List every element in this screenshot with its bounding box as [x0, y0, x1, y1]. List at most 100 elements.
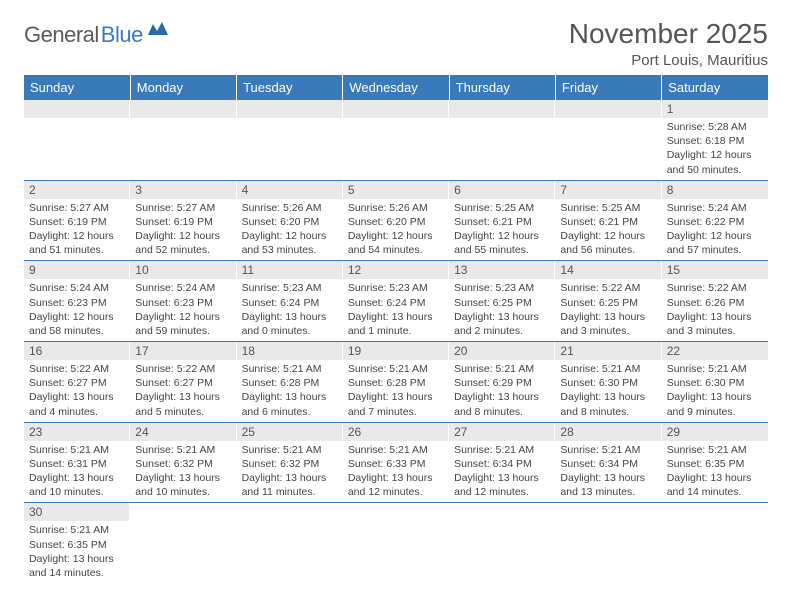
daynum-empty — [343, 100, 449, 118]
day-body: Sunrise: 5:25 AMSunset: 6:21 PMDaylight:… — [555, 199, 661, 261]
day-body: Sunrise: 5:25 AMSunset: 6:21 PMDaylight:… — [449, 199, 555, 261]
page-subtitle: Port Louis, Mauritius — [569, 52, 768, 69]
calendar-cell: 14Sunrise: 5:22 AMSunset: 6:25 PMDayligh… — [555, 261, 661, 342]
day-body: Sunrise: 5:22 AMSunset: 6:25 PMDaylight:… — [555, 279, 661, 341]
calendar-cell: 25Sunrise: 5:21 AMSunset: 6:32 PMDayligh… — [237, 422, 343, 503]
daynum-empty — [237, 100, 343, 118]
daynum-empty — [130, 100, 236, 118]
day-number: 20 — [449, 342, 555, 360]
sunrise-text: Sunrise: 5:21 AM — [29, 443, 125, 457]
sunrise-text: Sunrise: 5:22 AM — [560, 281, 656, 295]
sunrise-text: Sunrise: 5:21 AM — [242, 362, 338, 376]
calendar-cell: 11Sunrise: 5:23 AMSunset: 6:24 PMDayligh… — [237, 261, 343, 342]
day-number: 22 — [662, 342, 768, 360]
day-body: Sunrise: 5:23 AMSunset: 6:25 PMDaylight:… — [449, 279, 555, 341]
day-body: Sunrise: 5:21 AMSunset: 6:34 PMDaylight:… — [449, 441, 555, 503]
day-number: 11 — [237, 261, 343, 279]
calendar-cell: 10Sunrise: 5:24 AMSunset: 6:23 PMDayligh… — [130, 261, 236, 342]
daylight-text: Daylight: 13 hours and 9 minutes. — [667, 390, 763, 418]
sunset-text: Sunset: 6:23 PM — [29, 296, 125, 310]
day-body: Sunrise: 5:22 AMSunset: 6:27 PMDaylight:… — [130, 360, 236, 422]
weekday-header: Monday — [130, 75, 236, 100]
sunrise-text: Sunrise: 5:25 AM — [454, 201, 550, 215]
calendar-cell: 7Sunrise: 5:25 AMSunset: 6:21 PMDaylight… — [555, 180, 661, 261]
calendar-cell — [449, 100, 555, 180]
sunrise-text: Sunrise: 5:21 AM — [667, 362, 763, 376]
sunrise-text: Sunrise: 5:21 AM — [135, 443, 231, 457]
day-body: Sunrise: 5:21 AMSunset: 6:35 PMDaylight:… — [662, 441, 768, 503]
calendar-row: 16Sunrise: 5:22 AMSunset: 6:27 PMDayligh… — [24, 342, 768, 423]
calendar-cell: 29Sunrise: 5:21 AMSunset: 6:35 PMDayligh… — [662, 422, 768, 503]
calendar-cell — [555, 100, 661, 180]
calendar-cell — [343, 100, 449, 180]
calendar-cell: 17Sunrise: 5:22 AMSunset: 6:27 PMDayligh… — [130, 342, 236, 423]
day-number: 30 — [24, 503, 130, 521]
sunset-text: Sunset: 6:25 PM — [454, 296, 550, 310]
day-number: 8 — [662, 181, 768, 199]
daylight-text: Daylight: 13 hours and 7 minutes. — [348, 390, 444, 418]
calendar-cell: 22 Sunrise: 5:21 AMSunset: 6:30 PMDayligh… — [662, 342, 768, 423]
sunset-text: Sunset: 6:21 PM — [560, 215, 656, 229]
calendar-cell: 2Sunrise: 5:27 AMSunset: 6:19 PMDaylight… — [24, 180, 130, 261]
daylight-text: Daylight: 12 hours and 58 minutes. — [29, 310, 125, 338]
day-body: Sunrise: 5:27 AMSunset: 6:19 PMDaylight:… — [130, 199, 236, 261]
calendar-cell — [343, 503, 449, 583]
calendar-cell: 3Sunrise: 5:27 AMSunset: 6:19 PMDaylight… — [130, 180, 236, 261]
sunrise-text: Sunrise: 5:21 AM — [454, 362, 550, 376]
calendar-cell: 19Sunrise: 5:21 AMSunset: 6:28 PMDayligh… — [343, 342, 449, 423]
header: GeneralBlue November 2025 Port Louis, Ma… — [24, 18, 768, 69]
day-body: Sunrise: 5:21 AMSunset: 6:32 PMDaylight:… — [237, 441, 343, 503]
sunset-text: Sunset: 6:22 PM — [667, 215, 763, 229]
day-number: 23 — [24, 423, 130, 441]
calendar-cell: 13Sunrise: 5:23 AMSunset: 6:25 PMDayligh… — [449, 261, 555, 342]
day-number: 15 — [662, 261, 768, 279]
calendar-cell: 21Sunrise: 5:21 AMSunset: 6:30 PMDayligh… — [555, 342, 661, 423]
day-number: 21 — [555, 342, 661, 360]
sunset-text: Sunset: 6:30 PM — [667, 376, 763, 390]
sunset-text: Sunset: 6:23 PM — [135, 296, 231, 310]
weekday-header: Wednesday — [343, 75, 449, 100]
sunset-text: Sunset: 6:21 PM — [454, 215, 550, 229]
daylight-text: Daylight: 12 hours and 57 minutes. — [667, 229, 763, 257]
day-number: 6 — [449, 181, 555, 199]
calendar-cell: 20Sunrise: 5:21 AMSunset: 6:29 PMDayligh… — [449, 342, 555, 423]
calendar-cell: 12Sunrise: 5:23 AMSunset: 6:24 PMDayligh… — [343, 261, 449, 342]
sunset-text: Sunset: 6:35 PM — [667, 457, 763, 471]
sunset-text: Sunset: 6:34 PM — [560, 457, 656, 471]
daylight-text: Daylight: 13 hours and 4 minutes. — [29, 390, 125, 418]
daylight-text: Daylight: 13 hours and 12 minutes. — [454, 471, 550, 499]
calendar-cell — [555, 503, 661, 583]
sunrise-text: Sunrise: 5:21 AM — [29, 523, 125, 537]
day-body: Sunrise: 5:21 AMSunset: 6:28 PMDaylight:… — [237, 360, 343, 422]
calendar-cell: 4Sunrise: 5:26 AMSunset: 6:20 PMDaylight… — [237, 180, 343, 261]
calendar-cell: 5Sunrise: 5:26 AMSunset: 6:20 PMDaylight… — [343, 180, 449, 261]
day-body: Sunrise: 5:21 AMSunset: 6:29 PMDaylight:… — [449, 360, 555, 422]
daylight-text: Daylight: 12 hours and 59 minutes. — [135, 310, 231, 338]
daylight-text: Daylight: 12 hours and 50 minutes. — [667, 148, 763, 176]
sunrise-text: Sunrise: 5:27 AM — [135, 201, 231, 215]
calendar-cell: 30Sunrise: 5:21 AMSunset: 6:35 PMDayligh… — [24, 503, 130, 583]
sunrise-text: Sunrise: 5:22 AM — [29, 362, 125, 376]
sunset-text: Sunset: 6:32 PM — [242, 457, 338, 471]
sunset-text: Sunset: 6:24 PM — [348, 296, 444, 310]
sunrise-text: Sunrise: 5:24 AM — [135, 281, 231, 295]
weekday-header: Sunday — [24, 75, 130, 100]
sunset-text: Sunset: 6:26 PM — [667, 296, 763, 310]
day-body: Sunrise: 5:24 AMSunset: 6:23 PMDaylight:… — [130, 279, 236, 341]
daylight-text: Daylight: 12 hours and 51 minutes. — [29, 229, 125, 257]
calendar-cell — [662, 503, 768, 583]
sunrise-text: Sunrise: 5:28 AM — [667, 120, 763, 134]
daylight-text: Daylight: 13 hours and 6 minutes. — [242, 390, 338, 418]
daylight-text: Daylight: 12 hours and 52 minutes. — [135, 229, 231, 257]
logo-text-blue: Blue — [101, 22, 143, 48]
daylight-text: Daylight: 13 hours and 2 minutes. — [454, 310, 550, 338]
day-number: 13 — [449, 261, 555, 279]
day-body: Sunrise: 5:22 AMSunset: 6:27 PMDaylight:… — [24, 360, 130, 422]
daylight-text: Daylight: 13 hours and 5 minutes. — [135, 390, 231, 418]
calendar-cell: 27Sunrise: 5:21 AMSunset: 6:34 PMDayligh… — [449, 422, 555, 503]
sunset-text: Sunset: 6:35 PM — [29, 538, 125, 552]
day-body: Sunrise: 5:22 AMSunset: 6:26 PMDaylight:… — [662, 279, 768, 341]
sunrise-text: Sunrise: 5:26 AM — [348, 201, 444, 215]
sunrise-text: Sunrise: 5:21 AM — [560, 443, 656, 457]
daylight-text: Daylight: 12 hours and 56 minutes. — [560, 229, 656, 257]
